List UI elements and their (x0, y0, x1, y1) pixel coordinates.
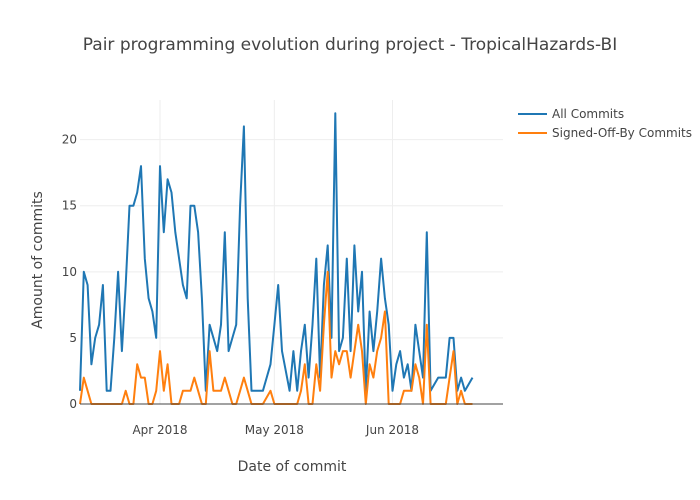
chart-title: Pair programming evolution during projec… (83, 35, 617, 55)
legend-label: Signed-Off-By Commits (552, 126, 692, 140)
x-tick-label: May 2018 (245, 423, 304, 437)
y-tick-label: 20 (62, 133, 77, 147)
y-tick-label: 15 (62, 199, 77, 213)
x-tick-label: Apr 2018 (132, 423, 187, 437)
series-line-all-commits (79, 112, 474, 392)
series-layer (79, 112, 503, 405)
grid (80, 100, 503, 404)
y-tick-label: 0 (69, 397, 77, 411)
legend: All Commits Signed-Off-By Commits (518, 107, 692, 140)
x-axis-ticks: Apr 2018 May 2018 Jun 2018 (132, 423, 419, 437)
x-tick-label: Jun 2018 (365, 423, 419, 437)
y-tick-label: 10 (62, 265, 77, 279)
y-axis-title: Amount of commits (30, 191, 46, 329)
y-axis-ticks: 0 5 10 15 20 (62, 133, 77, 411)
y-tick-label: 5 (69, 331, 77, 345)
legend-label: All Commits (552, 107, 624, 121)
x-axis-title: Date of commit (238, 459, 347, 475)
